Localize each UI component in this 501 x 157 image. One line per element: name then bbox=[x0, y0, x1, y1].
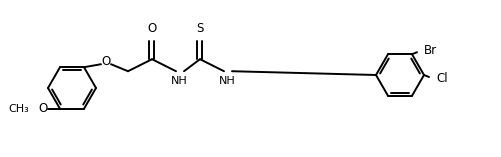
Text: NH: NH bbox=[171, 76, 187, 86]
Text: CH₃: CH₃ bbox=[8, 104, 29, 114]
Text: Cl: Cl bbox=[436, 71, 447, 84]
Text: O: O bbox=[101, 55, 111, 68]
Text: S: S bbox=[196, 22, 204, 35]
Text: O: O bbox=[147, 22, 157, 35]
Text: NH: NH bbox=[218, 76, 235, 86]
Text: Br: Br bbox=[424, 44, 437, 57]
Text: O: O bbox=[39, 102, 48, 115]
